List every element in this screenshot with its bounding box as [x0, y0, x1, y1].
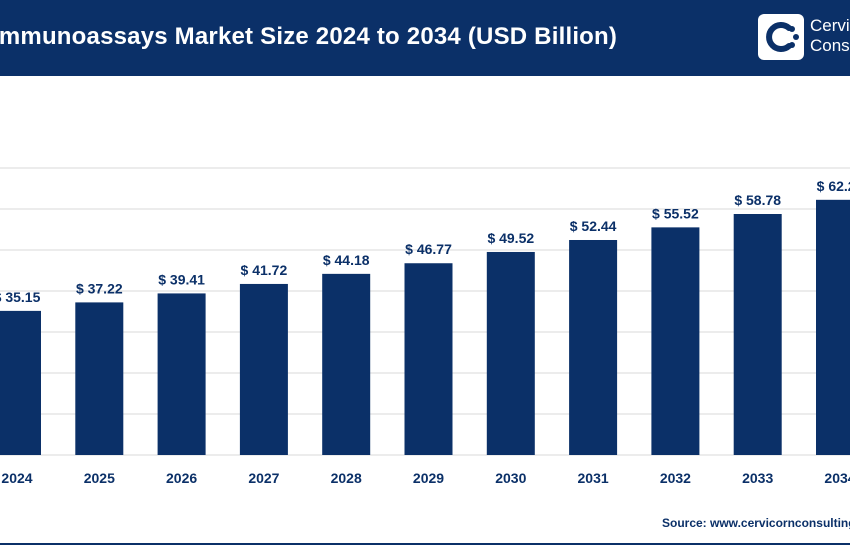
- bar-2033: [733, 214, 782, 455]
- chart-header: Immunoassays Market Size 2024 to 2034 (U…: [0, 0, 850, 76]
- x-tick-2032: 2032: [660, 470, 691, 486]
- value-label-2029: $ 46.77: [405, 241, 452, 257]
- x-tick-2024: 2024: [1, 470, 32, 486]
- x-tick-2028: 2028: [331, 470, 362, 486]
- bottom-rule: [0, 543, 850, 545]
- logo-wordmark: Cervicorn Consulting: [810, 16, 850, 56]
- logo-line-1: Cervicorn: [810, 16, 850, 35]
- x-tick-2030: 2030: [495, 470, 526, 486]
- bar-chart: $ 35.15 $ 37.22 $ 39.41 $ 41.72 $ 44.18 $ 46.…: [0, 167, 850, 456]
- value-label-2033: $ 58.78: [734, 192, 781, 208]
- value-labels: $ 35.15 $ 37.22 $ 39.41 $ 41.72 $ 44.18 $ 46.…: [0, 178, 850, 305]
- chart-title: Immunoassays Market Size 2024 to 2034 (U…: [0, 23, 618, 50]
- bar-2032: [651, 227, 700, 455]
- bar-2029: [404, 263, 453, 455]
- x-tick-2027: 2027: [248, 470, 279, 486]
- chart-plot-area: $ 35.15 $ 37.22 $ 39.41 $ 41.72 $ 44.18 $ 46.…: [0, 80, 850, 460]
- bar-2025: [75, 302, 124, 455]
- value-label-2025: $ 37.22: [76, 280, 123, 296]
- value-label-2027: $ 41.72: [241, 262, 288, 278]
- value-label-2031: $ 52.44: [570, 218, 617, 234]
- x-tick-2031: 2031: [578, 470, 609, 486]
- bar-2034: [816, 199, 850, 455]
- bar-2026: [157, 293, 206, 455]
- company-logo: Cervicorn Consulting: [758, 12, 850, 64]
- value-label-2026: $ 39.41: [158, 271, 205, 287]
- logo-c-icon: [758, 14, 804, 60]
- x-axis-ticks: 2024 2025 2026 2027 2028 2029 2030 2031 2032 2033…: [1, 470, 850, 486]
- bar-2024: [0, 310, 41, 455]
- x-tick-2034: 2034: [824, 470, 850, 486]
- value-label-2032: $ 55.52: [652, 205, 699, 221]
- bar-2028: [322, 273, 371, 455]
- bar-2030: [486, 251, 535, 455]
- bar-2031: [569, 239, 618, 455]
- logo-line-2: Consulting: [810, 36, 850, 55]
- x-tick-2025: 2025: [84, 470, 115, 486]
- bar-2027: [239, 283, 288, 455]
- bars: [0, 199, 850, 455]
- value-label-2030: $ 49.52: [487, 230, 534, 246]
- value-label-2028: $ 44.18: [323, 252, 370, 268]
- x-tick-2029: 2029: [413, 470, 444, 486]
- value-label-2024: $ 35.15: [0, 289, 41, 305]
- value-label-2034: $ 62.24: [817, 178, 850, 194]
- x-tick-2026: 2026: [166, 470, 197, 486]
- source-note: Source: www.cervicornconsulting.com: [662, 516, 850, 530]
- x-tick-2033: 2033: [742, 470, 773, 486]
